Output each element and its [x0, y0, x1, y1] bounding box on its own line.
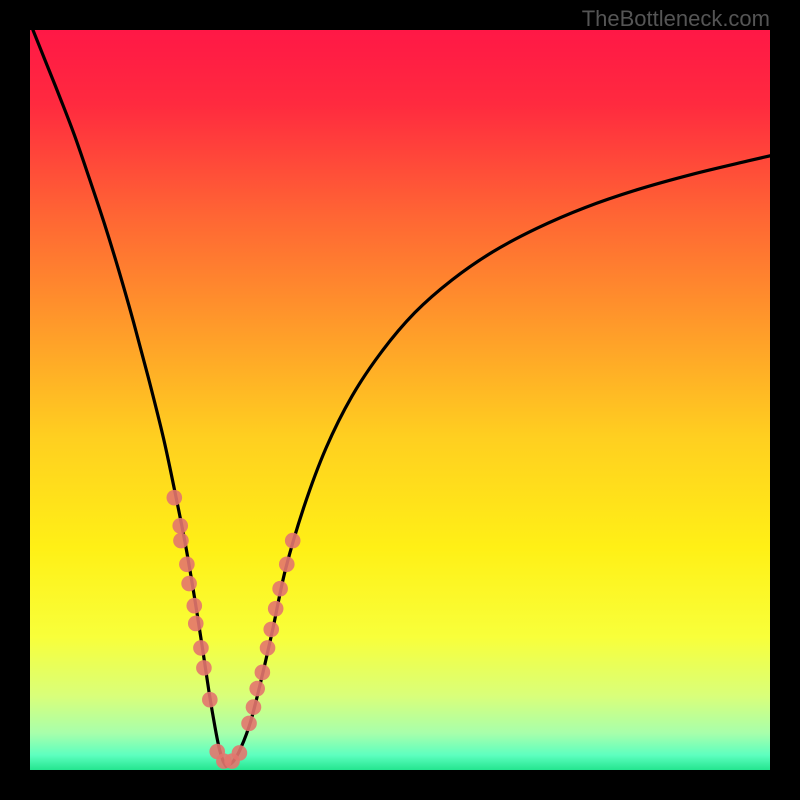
bottleneck-chart: [30, 30, 770, 770]
data-point: [179, 556, 195, 572]
data-point: [268, 601, 284, 617]
data-point: [260, 640, 276, 656]
data-point: [202, 692, 218, 708]
data-point: [172, 518, 188, 534]
watermark-text: TheBottleneck.com: [582, 6, 770, 32]
data-point: [181, 576, 197, 592]
data-point: [246, 699, 262, 715]
data-point: [255, 665, 271, 681]
outer-frame: TheBottleneck.com: [0, 0, 800, 800]
data-point: [188, 616, 204, 632]
data-point: [263, 622, 279, 638]
data-point: [285, 533, 301, 549]
data-point: [167, 490, 183, 506]
data-point: [241, 716, 257, 732]
data-point: [272, 581, 288, 597]
data-point: [173, 533, 189, 549]
plot-background: [30, 30, 770, 770]
data-point: [279, 556, 295, 572]
data-point: [196, 660, 212, 676]
data-point: [232, 745, 248, 761]
data-point: [193, 640, 209, 656]
data-point: [249, 681, 265, 697]
data-point: [186, 598, 202, 614]
